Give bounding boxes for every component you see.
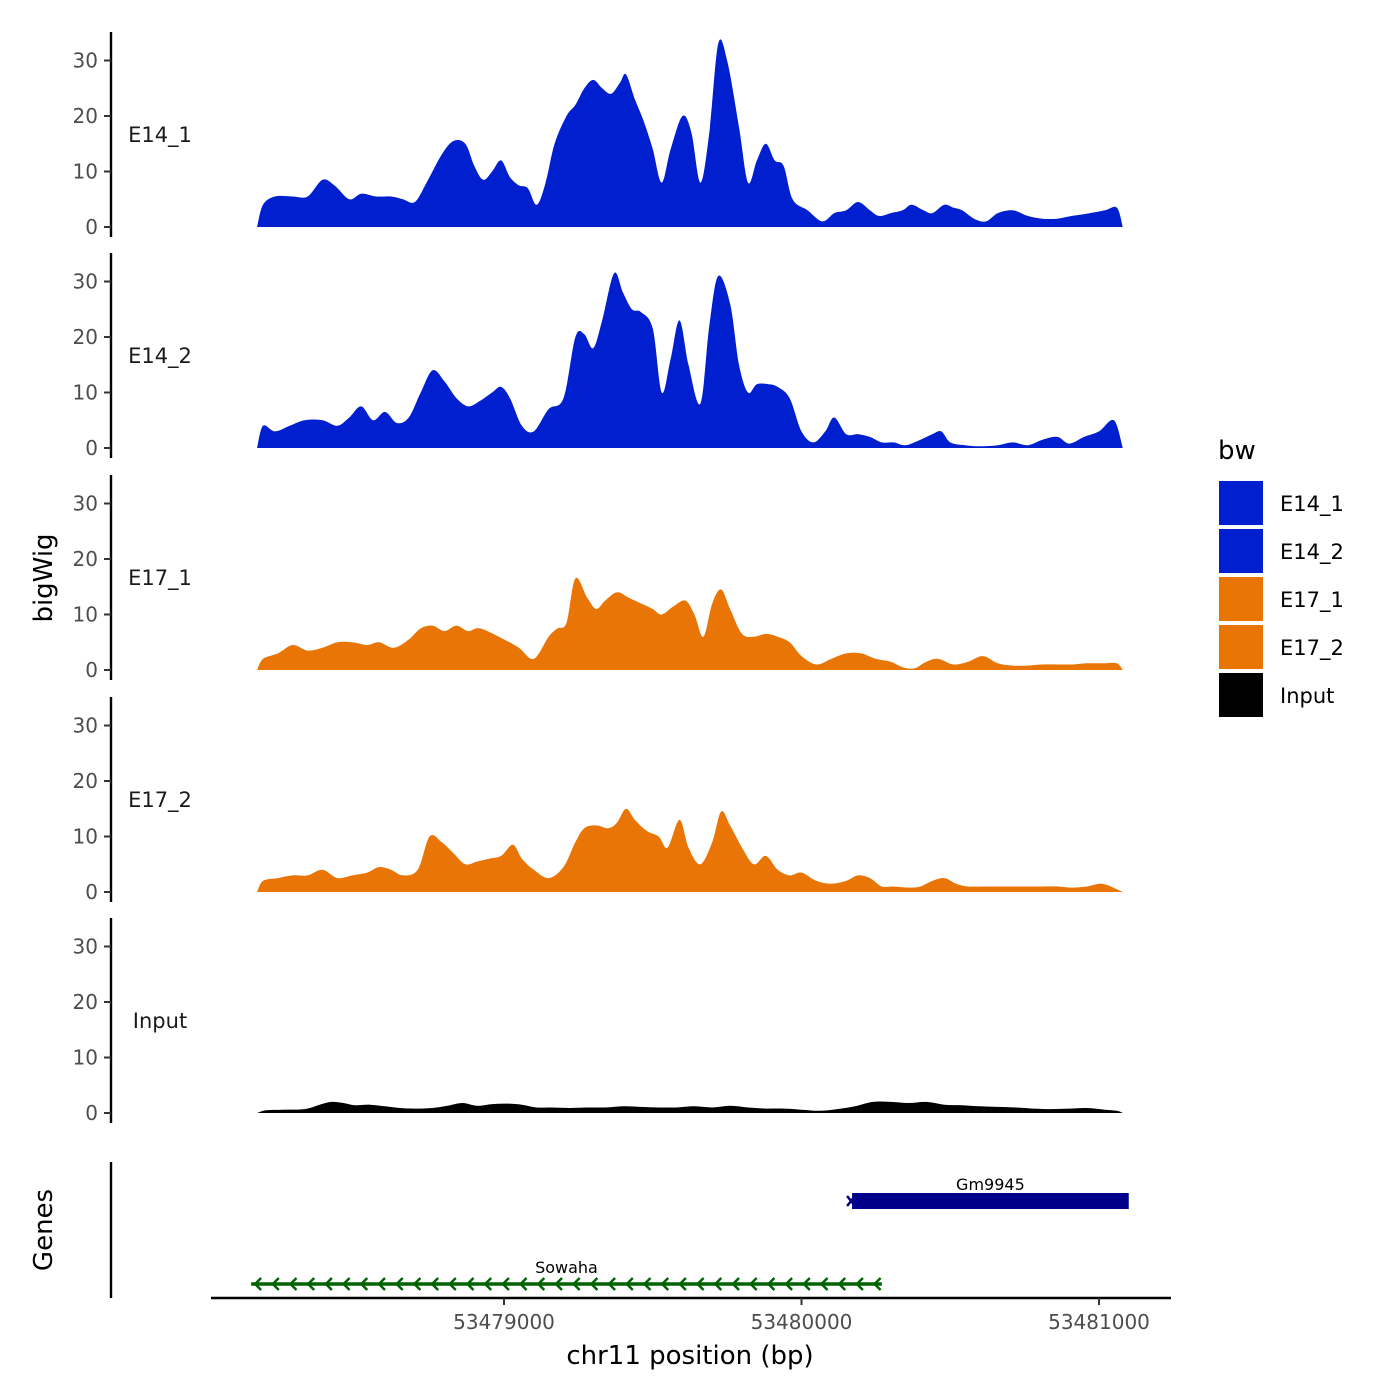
y-tick-label: 20 xyxy=(73,104,98,128)
y-tick-label: 0 xyxy=(85,436,98,460)
y-tick-label: 20 xyxy=(73,547,98,571)
y-tick-label: 30 xyxy=(73,49,98,73)
track-label-E14_2: E14_2 xyxy=(128,344,192,369)
y-tick-label: 0 xyxy=(85,658,98,682)
y-tick-label: 10 xyxy=(73,603,98,627)
track-label-E17_1: E17_1 xyxy=(128,566,192,591)
legend-item-E17_2: E17_2 xyxy=(1217,623,1344,671)
y-tick-label: 20 xyxy=(73,769,98,793)
y-tick-label: 0 xyxy=(85,880,98,904)
legend: bw E14_1 E14_2 E17_1 E17_2 Input xyxy=(1217,436,1344,719)
track-E17_2: 0 10 20 30 E17_2 xyxy=(73,697,1123,904)
y-tick-label: 10 xyxy=(73,825,98,849)
legend-swatch xyxy=(1217,479,1265,527)
y-axis-title-bigwig: bigWig xyxy=(29,533,59,622)
legend-label: Input xyxy=(1280,684,1334,708)
legend-title: bw xyxy=(1218,436,1256,466)
track-E14_2: 0 10 20 30 E14_2 xyxy=(73,253,1123,460)
y-tick-label: 20 xyxy=(73,990,98,1014)
x-axis: 53479000 53480000 53481000 xyxy=(211,1296,1171,1334)
legend-label: E17_1 xyxy=(1280,588,1344,613)
legend-item-E17_1: E17_1 xyxy=(1217,575,1344,623)
y-tick-label: 30 xyxy=(73,492,98,516)
legend-label: E14_1 xyxy=(1280,492,1344,517)
track-label-E17_2: E17_2 xyxy=(128,788,192,813)
y-tick-label: 30 xyxy=(73,935,98,959)
gene-strand-arrows xyxy=(253,1277,882,1291)
y-tick-label: 10 xyxy=(73,1046,98,1070)
gene-label: Sowaha xyxy=(535,1258,598,1277)
gene-Gm9945: Gm9945 xyxy=(846,1175,1129,1209)
signal-area-E14_2 xyxy=(257,272,1123,448)
gene-Sowaha: Sowaha xyxy=(251,1258,882,1291)
legend-item-Input: Input xyxy=(1217,671,1334,719)
signal-area-E17_2 xyxy=(257,808,1123,892)
gene-body xyxy=(852,1193,1129,1209)
legend-item-E14_2: E14_2 xyxy=(1217,527,1344,575)
x-tick-label: 53481000 xyxy=(1048,1310,1150,1334)
gene-label: Gm9945 xyxy=(956,1175,1025,1194)
y-axis-title-genes: Genes xyxy=(29,1189,59,1271)
gene-track: Gm9945 Sowaha xyxy=(109,1162,1129,1298)
track-Input: 0 10 20 30 Input xyxy=(73,918,1123,1125)
y-tick-label: 10 xyxy=(73,160,98,184)
signal-area-E17_1 xyxy=(257,577,1123,670)
y-tick-label: 0 xyxy=(85,215,98,239)
legend-item-E14_1: E14_1 xyxy=(1217,479,1344,527)
bigwig-tracks: 0 10 20 30 E14_1 0 10 20 30 E14_2 0 10 20 30 E17_1 0 10 2… xyxy=(73,32,1123,1125)
legend-label: E17_2 xyxy=(1280,636,1344,661)
x-axis-title: chr11 position (bp) xyxy=(566,1341,813,1371)
y-tick-label: 10 xyxy=(73,381,98,405)
track-E14_1: 0 10 20 30 E14_1 xyxy=(73,32,1123,239)
legend-swatch xyxy=(1217,623,1265,671)
y-tick-label: 30 xyxy=(73,270,98,294)
y-tick-label: 30 xyxy=(73,714,98,738)
y-tick-label: 0 xyxy=(85,1101,98,1125)
legend-swatch xyxy=(1217,575,1265,623)
track-label-E14_1: E14_1 xyxy=(128,123,192,148)
gene-end-mark xyxy=(846,1195,857,1207)
legend-swatch xyxy=(1217,527,1265,575)
track-label-Input: Input xyxy=(133,1009,187,1033)
signal-area-E14_1 xyxy=(257,39,1123,227)
x-tick-label: 53479000 xyxy=(453,1310,555,1334)
track-E17_1: 0 10 20 30 E17_1 xyxy=(73,475,1123,682)
y-tick-label: 20 xyxy=(73,325,98,349)
signal-area-Input xyxy=(257,1101,1123,1113)
legend-swatch xyxy=(1217,671,1265,719)
legend-label: E14_2 xyxy=(1280,540,1344,565)
x-tick-label: 53480000 xyxy=(751,1310,853,1334)
